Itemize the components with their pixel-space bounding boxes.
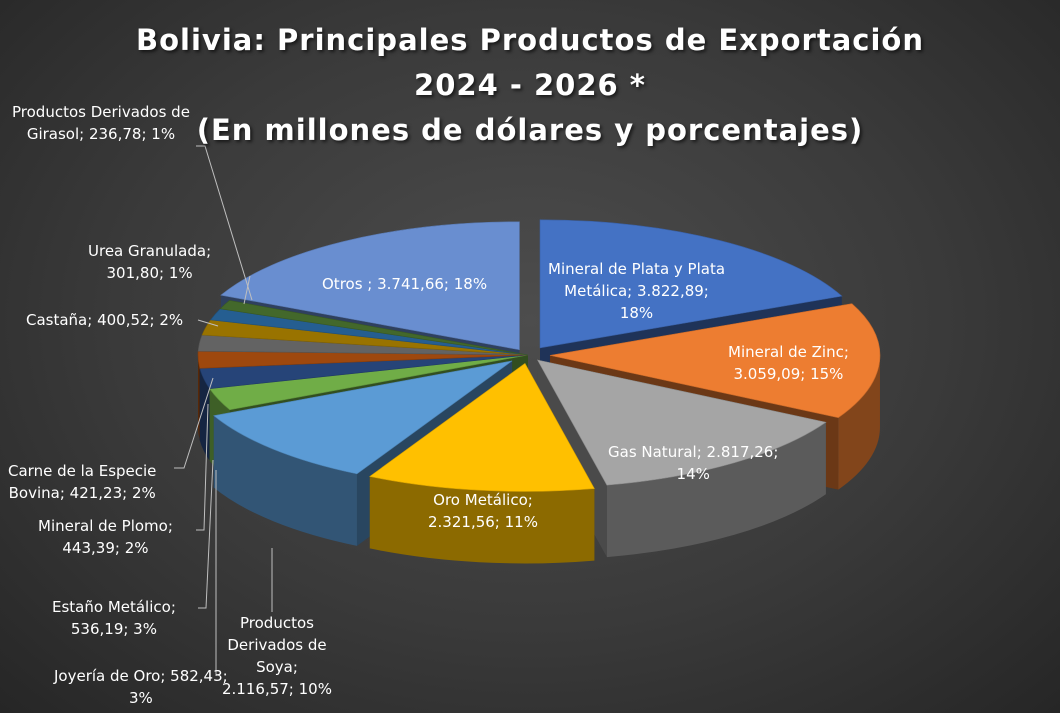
pie-slice-side-mineral-zinc xyxy=(838,355,880,490)
leader-line-estano-metalico xyxy=(198,459,214,609)
data-label-carne-bovina: Carne de la Especie Bovina; 421,23; 2% xyxy=(8,462,157,502)
data-label-oro-metalico: Oro Metálico; 2.321,56; 11% xyxy=(428,491,538,531)
data-label-urea-granulada: Urea Granulada; 301,80; 1% xyxy=(88,242,212,282)
pie-slice-side-oro-metalico xyxy=(369,476,595,564)
pie-slice-tops xyxy=(197,219,881,492)
pie-slice-otros xyxy=(220,221,520,351)
data-label-gas-natural: Gas Natural; 2.817,26; 14% xyxy=(608,443,779,483)
data-label-joyeria-oro: Joyería de Oro; 582,43; 3% xyxy=(54,667,228,707)
leader-line-mineral-plomo xyxy=(196,403,209,531)
leader-lines xyxy=(174,145,273,676)
data-label-mineral-plomo: Mineral de Plomo; 443,39; 2% xyxy=(38,517,173,557)
chart-title-line-1: Bolivia: Principales Productos de Export… xyxy=(136,23,924,57)
data-label-soya: Productos Derivados de Soya; 2.116,57; 1… xyxy=(222,614,332,698)
pie-slice-gas-natural xyxy=(536,359,827,486)
pie-slice-mineral-plata xyxy=(539,219,843,349)
pie-slice-oro-metalico xyxy=(369,363,595,492)
data-label-otros: Otros ; 3.741,66; 18% xyxy=(322,275,488,293)
leader-line-urea-granulada xyxy=(243,275,251,305)
data-label-estano-metalico: Estaño Metálico; 536,19; 3% xyxy=(52,598,176,638)
pie-slice-soya xyxy=(213,360,513,475)
data-label-mineral-zinc: Mineral de Zinc; 3.059,09; 15% xyxy=(728,343,849,383)
chart-title-line-2: 2024 - 2026 * xyxy=(414,68,646,102)
data-label-castana: Castaña; 400,52; 2% xyxy=(26,311,184,329)
pie-slice-mineral-zinc xyxy=(549,303,881,418)
leader-line-girasol xyxy=(196,145,253,301)
pie-slice-side-soya xyxy=(213,415,357,546)
leader-line-carne-bovina xyxy=(174,377,214,469)
data-label-girasol: Productos Derivados de Girasol; 236,78; … xyxy=(12,103,190,143)
data-label-mineral-plata: Mineral de Plata y Plata Metálica; 3.822… xyxy=(548,260,726,322)
leader-line-castana xyxy=(197,319,219,327)
pie-slice-girasol xyxy=(219,300,529,356)
chart-title-line-3: (En millones de dólares y porcentajes) xyxy=(196,113,864,147)
pie-slice-side-gas-natural xyxy=(606,422,826,558)
